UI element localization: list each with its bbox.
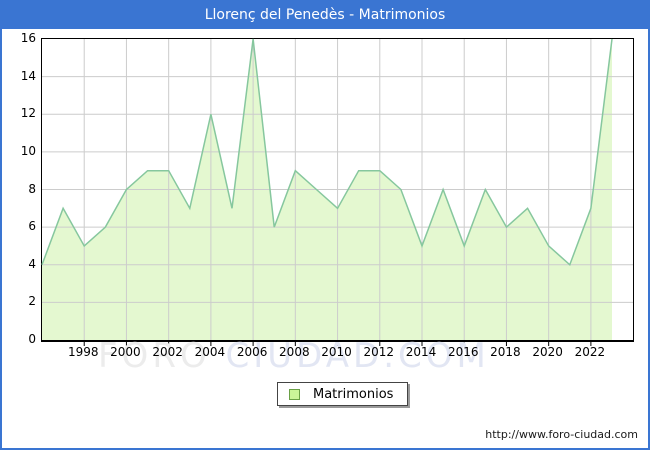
watermark-part2: CIUDAD.COM [225,336,490,376]
y-tick-label: 2 [28,294,36,309]
legend-swatch-icon [289,388,300,400]
x-tick-label: 2006 [236,345,268,359]
y-tick-label: 12 [20,106,36,121]
x-tick-label: 2008 [279,345,310,359]
y-tick-label: 8 [28,181,36,196]
y-tick-label: 14 [20,68,36,83]
y-tick-label: 0 [28,332,36,346]
y-tick-label: 6 [28,219,36,234]
x-tick-label: 2018 [490,345,521,359]
watermark: FORO CIUDAD.COM [98,336,618,376]
y-tick-label: 4 [28,256,36,271]
x-tick-label: 2004 [194,345,226,359]
x-tick-label: 2012 [363,345,395,359]
chart-title-bar: Llorenç del Penedès - Matrimonios [2,2,648,29]
series-line [41,38,613,267]
x-tick-label: 2016 [447,345,479,359]
x-tick-label: 2020 [532,345,563,359]
y-tick-label: 10 [20,143,36,158]
area-chart [41,38,633,346]
y-tick-label: 16 [20,31,36,45]
x-tick-label: 2002 [152,345,183,359]
x-tick-label: 2022 [574,345,606,359]
footer-url: http://www.foro-ciudad.com [485,428,638,441]
plot-area [41,38,634,346]
x-tick-label: 1998 [67,345,99,359]
watermark-part1: FORO [98,336,226,376]
x-tick-label: 2014 [405,345,437,359]
legend-label: Matrimonios [313,386,394,402]
chart-title: Llorenç del Penedès - Matrimonios [204,7,446,23]
x-tick-label: 2000 [110,345,141,359]
x-tick-label: 2010 [321,345,352,359]
x-axis-labels: 1998 2000 2002 2004 2006 2008 2010 2012 2014 2016… [41,345,632,361]
legend-box: Matrimonios [277,382,409,406]
y-axis-labels: 0 2 4 6 8 10 12 14 16 [6,31,36,346]
